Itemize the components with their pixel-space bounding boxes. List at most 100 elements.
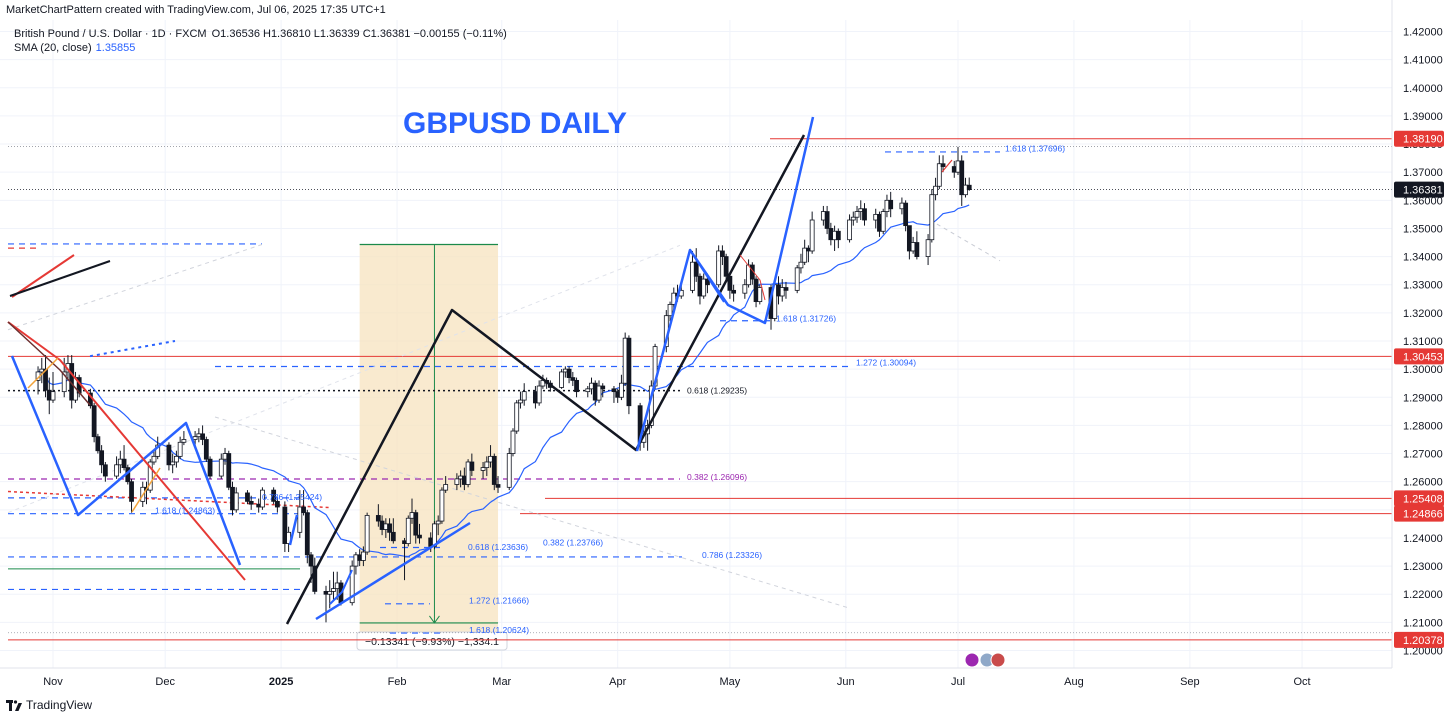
- candle-body: [308, 554, 314, 567]
- candle-body: [521, 391, 527, 401]
- candle-body: [566, 368, 572, 378]
- candle: [570, 371, 576, 387]
- candle-body: [536, 385, 542, 404]
- sma-legend[interactable]: SMA (20, close) 1.35855: [14, 42, 135, 54]
- candle-body: [906, 225, 912, 252]
- candle-body: [121, 458, 127, 469]
- symbol-legend[interactable]: British Pound / U.S. Dollar · 1D · FXCM …: [14, 28, 507, 40]
- candle: [940, 155, 946, 173]
- candle: [91, 402, 97, 443]
- candle: [248, 495, 254, 510]
- candle: [510, 428, 516, 457]
- black-short-line: [9, 260, 111, 297]
- blue-trendline: [315, 521, 471, 621]
- candle: [716, 245, 722, 288]
- candle-body: [192, 436, 198, 440]
- candle-body: [226, 453, 232, 488]
- candle: [166, 442, 172, 471]
- candle: [723, 253, 729, 282]
- blue-zigzag: [635, 116, 815, 452]
- price-label-text: 1.24866: [1403, 509, 1443, 521]
- y-tick-label: 1.37000: [1403, 167, 1443, 179]
- candle-body: [798, 261, 804, 269]
- candle: [731, 284, 737, 302]
- fib-label: 0.786 (1.23326): [702, 550, 762, 560]
- candle-body: [439, 489, 445, 522]
- tradingview-footer[interactable]: TradingView: [6, 698, 92, 712]
- candle-body: [181, 439, 187, 443]
- candle: [102, 461, 108, 482]
- y-tick-label: 1.29000: [1403, 392, 1443, 404]
- candle: [387, 518, 392, 541]
- lightning-event-icon[interactable]: [964, 652, 980, 668]
- candle: [936, 155, 942, 190]
- fib-label: 1.272 (1.30094): [856, 357, 916, 367]
- symbol-name: British Pound / U.S. Dollar · 1D · FXCM: [14, 28, 207, 40]
- candle: [742, 279, 748, 299]
- candle-body: [349, 565, 355, 604]
- candle: [454, 473, 460, 491]
- candle-body: [484, 461, 490, 469]
- candle: [626, 335, 632, 415]
- x-tick-label: Feb: [388, 676, 407, 688]
- tradingview-logo-icon: [6, 699, 22, 711]
- candle-body: [559, 371, 564, 388]
- candle: [129, 478, 134, 513]
- candle-body: [693, 261, 699, 277]
- candle-body: [151, 455, 157, 463]
- candle-body: [716, 250, 722, 286]
- price-label-bg: [1394, 181, 1444, 198]
- candle: [207, 456, 213, 479]
- y-tick-label: 1.20000: [1403, 646, 1443, 658]
- candle: [824, 205, 830, 235]
- candle-body: [491, 455, 497, 485]
- candle-body: [720, 250, 725, 257]
- candle: [203, 436, 209, 462]
- candle-body: [147, 461, 153, 491]
- grey-channel-line: [7, 244, 681, 514]
- flag-event-icon[interactable]: [990, 652, 1006, 668]
- candle-body: [233, 492, 239, 511]
- y-tick-label: 1.40000: [1403, 83, 1443, 95]
- candle-body: [480, 467, 486, 471]
- candle: [390, 518, 396, 544]
- candle: [809, 211, 815, 254]
- candle-body: [835, 230, 841, 241]
- candle-body: [331, 588, 336, 592]
- candle-body: [248, 500, 254, 505]
- candle: [364, 512, 370, 555]
- y-tick-label: 1.30000: [1403, 364, 1443, 376]
- candle: [835, 228, 841, 249]
- price-axis: 1.420001.410001.400001.390001.380001.370…: [1391, 0, 1444, 668]
- candle-body: [671, 292, 677, 305]
- candle: [854, 205, 860, 223]
- x-tick-label: May: [719, 676, 740, 688]
- price-label-text: 1.30453: [1403, 351, 1443, 363]
- candle: [536, 380, 542, 406]
- grid-lines: [0, 20, 1392, 668]
- candle-body: [925, 239, 931, 257]
- candle-body: [600, 385, 606, 390]
- candle: [297, 490, 303, 538]
- candle-body: [271, 489, 277, 502]
- candle: [99, 445, 105, 474]
- candle-body: [854, 211, 860, 218]
- candle-body: [888, 199, 894, 210]
- ohlc-values: O1.36536 H1.36810 L1.36339 C1.36381 −0.0…: [211, 28, 507, 40]
- fib-label: 1.272 (1.21666): [469, 596, 529, 606]
- red-thin-line: [941, 159, 953, 173]
- candle-body: [155, 444, 161, 457]
- candle-body: [166, 444, 172, 466]
- fib-label: 0.382 (1.26096): [687, 472, 747, 482]
- y-tick-label: 1.42000: [1403, 27, 1443, 39]
- grey-channel-line: [7, 244, 263, 331]
- candle: [888, 191, 894, 218]
- candle: [521, 383, 527, 406]
- orange-line: [131, 467, 161, 513]
- candle-body: [390, 531, 396, 542]
- y-tick-label: 1.33000: [1403, 280, 1443, 292]
- event-icons[interactable]: [964, 652, 1006, 668]
- candle-body: [43, 368, 48, 391]
- price-label: 1.20378: [1394, 631, 1444, 648]
